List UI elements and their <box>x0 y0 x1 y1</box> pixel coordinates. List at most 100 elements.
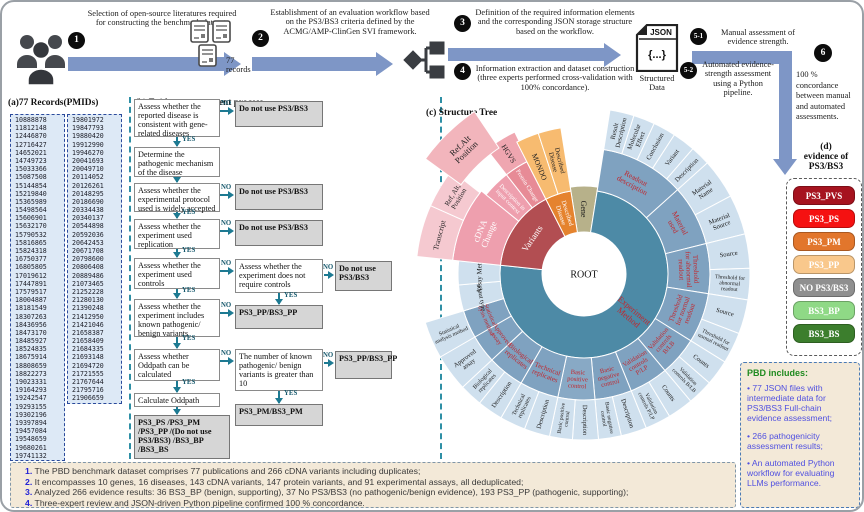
flow-arrow <box>173 381 181 393</box>
list-item: 17447891 <box>15 279 47 288</box>
arrow-1 <box>68 57 226 71</box>
list-item: 20642453 <box>72 238 104 247</box>
list-item: 21795716 <box>72 386 104 395</box>
list-item: 21906659 <box>72 394 104 403</box>
note-number: 1. <box>25 466 33 476</box>
yes-label: YES <box>182 136 196 143</box>
step-5-1-circle: 5-1 <box>690 28 707 45</box>
flow-arrow <box>173 337 181 349</box>
step-6-circle: 6 <box>814 44 832 62</box>
flow-q-no-controls: Assess whether the experiment does not r… <box>235 259 323 293</box>
list-item: 18675914 <box>15 353 47 362</box>
svg-text:JSON: JSON <box>650 28 672 37</box>
arrow-5-vertical <box>779 51 792 161</box>
list-item: • 266 pathogenicity assessment results; <box>747 430 823 451</box>
list-item: 11812148 <box>15 124 47 133</box>
pmid-column-2: 19801972 19847793 19880420 19912990 19946270… <box>67 114 122 404</box>
note-text: Analyzed 266 evidence results: 36 BS3_BP… <box>34 487 629 497</box>
flow-result-no-use-1: Do not use PS3/BS3 <box>235 101 323 127</box>
list-item: 15606901 <box>15 214 47 223</box>
list-item: 21658387 <box>72 328 104 337</box>
records-count: 77 <box>226 56 235 65</box>
sunburst-root-circle <box>542 232 626 316</box>
list-item: 19880420 <box>72 132 104 141</box>
json-file-icon: JSON {...} <box>635 24 679 72</box>
list-item: 20889486 <box>72 271 104 280</box>
flow-result-no-use-2: Do not use PS3/BS3 <box>235 184 323 210</box>
no-label: NO <box>323 352 334 359</box>
list-item: 18808659 <box>15 361 47 370</box>
list-item: 20340137 <box>72 214 104 223</box>
no-label: NO <box>323 264 334 271</box>
note-text: It encompasses 10 genes, 16 diseases, 14… <box>34 476 524 487</box>
flow-final-results: PS3_PS /PS3_PM /PS3_PP /(Do not use PS3/… <box>134 415 230 459</box>
flow-q-protocol: Assess whether the experimental protocol… <box>134 183 220 213</box>
list-item: 19457084 <box>15 427 47 436</box>
list-item: 15144854 <box>15 181 47 190</box>
flow-arrow <box>275 391 283 404</box>
workflow-branch-icon <box>403 41 445 79</box>
list-item: 19023331 <box>15 378 47 386</box>
pbd-includes-title: PBD includes: <box>747 368 809 378</box>
arrow-3-head <box>604 43 621 67</box>
flow-arrow <box>324 359 334 367</box>
step-4-text: Information extraction and dataset const… <box>475 64 635 92</box>
list-item: 20592036 <box>72 230 104 239</box>
people-icon <box>17 35 65 86</box>
list-item: 21693148 <box>72 353 104 362</box>
flow-result-pm: PS3_PM/BS3_PM <box>235 404 323 426</box>
step-5-2-circle: 5-2 <box>680 62 697 79</box>
flow-arrow <box>324 271 334 279</box>
flow-arrow <box>220 309 234 317</box>
panel-c-title: (c) Structure Tree <box>426 108 498 118</box>
list-item: 19302196 <box>15 410 47 419</box>
list-item: 15087508 <box>15 173 47 182</box>
list-item: 18473170 <box>15 328 47 337</box>
arrow-5-horizontal <box>692 51 792 64</box>
list-item: • An automated Python workflow for evalu… <box>747 457 835 489</box>
flow-arrow <box>173 177 181 183</box>
flow-calc-oddpath: Calculate Oddpath <box>134 393 220 407</box>
list-item: 20049710 <box>72 165 104 174</box>
arrow-1-head <box>224 52 241 76</box>
list-item: 17019612 <box>15 271 47 280</box>
flow-q-replication: Assess whether the experiment used repli… <box>134 219 220 249</box>
svg-text:{...}: {...} <box>648 49 666 61</box>
panel-d-box: PS3_PVS PS3_PS PS3_PM PS3_PP NO PS3/BS3 … <box>786 178 862 356</box>
no-label: NO <box>221 302 232 309</box>
list-item: 19680261 <box>15 443 47 452</box>
flow-arrow <box>220 107 234 115</box>
flow-q-disease: Assess whether the reported disease is c… <box>134 99 220 138</box>
flow-arrow <box>173 407 181 415</box>
badge-no-ps3-bs3: NO PS3/BS3 <box>793 278 855 297</box>
sunburst-root-label: ROOT <box>570 270 597 281</box>
list-item: 18485927 <box>15 337 47 346</box>
list-item: 20148295 <box>72 189 104 198</box>
list-item: 17579517 <box>15 287 47 296</box>
pbd-includes-box: PBD includes: • 77 JSON files with inter… <box>740 362 860 508</box>
flow-arrow <box>173 249 181 258</box>
list-item: 18524835 <box>15 345 47 354</box>
list-item: 19397894 <box>15 418 47 427</box>
list-item: 21684335 <box>72 345 104 354</box>
sunburst-segment <box>424 310 476 358</box>
badge-bs3-bp: BS3_BP <box>793 301 855 320</box>
sunburst-segment <box>537 127 572 195</box>
list-item: 20114052 <box>72 173 104 182</box>
yes-label: YES <box>182 209 196 216</box>
flow-arrow <box>173 212 181 219</box>
separator-b-c <box>440 97 442 459</box>
documents-icon <box>190 20 231 67</box>
step-4-circle: 4 <box>454 63 471 80</box>
no-label: NO <box>221 100 232 107</box>
sunburst-label: Gene <box>579 201 588 218</box>
step-5-1-text: Manual assessment of evidence strength. <box>721 28 795 47</box>
list-item: 18307263 <box>15 312 47 321</box>
list-item: 18181549 <box>15 304 47 313</box>
flow-result-pp-1: PS3_PP/BS3_PP <box>235 305 323 329</box>
badge-ps3-pvs: PS3_PVS <box>793 186 855 205</box>
list-item: 15632170 <box>15 222 47 231</box>
structured-data-label: Structured Data <box>639 74 675 93</box>
note-text: Three-expert review and JSON-driven Pyth… <box>34 497 365 508</box>
